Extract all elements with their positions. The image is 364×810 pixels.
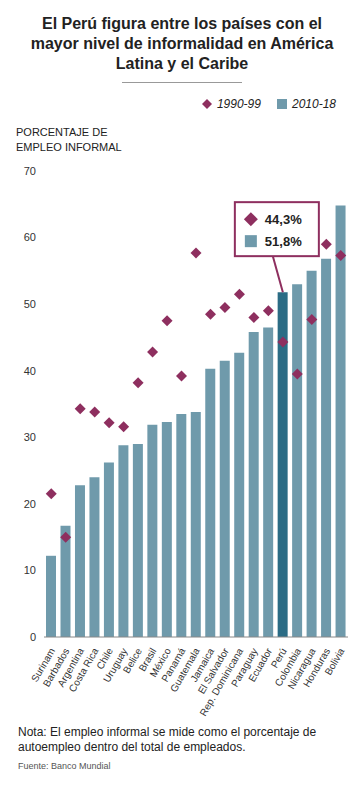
svg-text:50: 50 <box>24 298 36 310</box>
svg-text:0: 0 <box>30 631 36 643</box>
html-text:PORCENTAJE DE EMPLEO INFORMAL: PORCENTAJE DE EMPLEO INFORMAL <box>16 126 122 153</box>
html-text:1990-99: 1990-99 <box>216 97 261 111</box>
svg-text:Barbados: Barbados <box>40 646 72 689</box>
svg-text:Ecuador: Ecuador <box>246 646 275 684</box>
svg-text:Nicaragua: Nicaragua <box>285 646 318 691</box>
html-text:2010-18: 2010-18 <box>292 97 336 111</box>
svg-text:44,3%: 44,3% <box>265 212 302 227</box>
svg-text:Colombia: Colombia <box>272 646 304 689</box>
svg-text:Jamaica: Jamaica <box>188 646 217 684</box>
svg-text:Brasil: Brasil <box>136 646 159 674</box>
html-text:Fuente: Banco Mundial: Fuente: Banco Mundial <box>18 761 111 771</box>
svg-text:Perú: Perú <box>268 646 289 670</box>
svg-text:70: 70 <box>24 165 36 177</box>
svg-text:Bolivia: Bolivia <box>322 646 346 677</box>
svg-text:Honduras: Honduras <box>301 646 333 690</box>
svg-text:Chile: Chile <box>94 646 115 672</box>
svg-text:30: 30 <box>24 431 36 443</box>
svg-text:60: 60 <box>24 231 36 243</box>
svg-text:El Salvador: El Salvador <box>195 646 231 696</box>
svg-text:10: 10 <box>24 564 36 576</box>
svg-text:20: 20 <box>24 498 36 510</box>
html-text:El Perú figura entre los paíse: El Perú figura entre los países con el m… <box>30 15 334 72</box>
svg-text:Guatemala: Guatemala <box>167 646 202 694</box>
svg-text:México: México <box>147 646 173 679</box>
svg-text:Rep. Dominicana: Rep. Dominicana <box>197 646 246 718</box>
svg-text:Paraguay: Paraguay <box>228 646 260 689</box>
svg-text:Uruguay: Uruguay <box>101 646 130 685</box>
svg-text:Argentina: Argentina <box>55 646 87 689</box>
html-text:Nota: El empleo informal se mi: Nota: El empleo informal se mide como el… <box>18 725 317 754</box>
svg-text:Surinam: Surinam <box>29 646 58 684</box>
svg-text:Panamá: Panamá <box>159 646 188 684</box>
svg-text:40: 40 <box>24 365 36 377</box>
svg-text:Costa Rica: Costa Rica <box>67 646 101 694</box>
svg-text:51,8%: 51,8% <box>265 234 302 249</box>
svg-text:Belice: Belice <box>120 646 144 676</box>
